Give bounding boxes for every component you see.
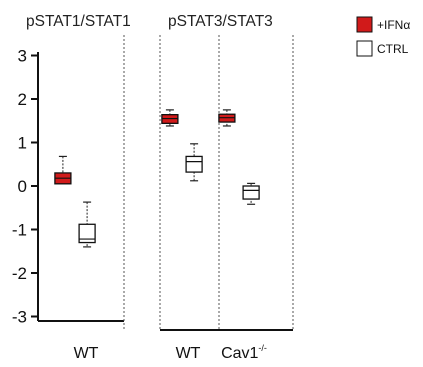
y-tick-label: 1 [18, 134, 27, 153]
box-ctrl [78, 201, 96, 248]
legend-swatch-ifn [356, 16, 373, 33]
y-tick-label: -2 [12, 264, 27, 283]
box-ifn [54, 155, 72, 185]
box-ctrl [242, 182, 260, 205]
legend-label-ifn: +IFNα [377, 18, 410, 32]
box-ifn [218, 109, 236, 127]
y-tick-label: 2 [18, 90, 27, 109]
category-label-wt-pstat3: WT [176, 345, 201, 362]
panel-pstat1: pSTAT1/STAT1 WT [26, 13, 131, 362]
category-label-cav1-superscript: -/- [258, 343, 267, 353]
y-tick-label: -3 [12, 308, 27, 327]
category-label-wt-pstat1: WT [74, 345, 99, 362]
y-tick-label: 3 [18, 47, 27, 66]
box-body [78, 223, 96, 244]
box-body [185, 155, 203, 173]
y-axis: 3 2 1 0 -1 -2 -3 [12, 47, 39, 327]
box-body [242, 185, 260, 200]
panel-pstat3: pSTAT3/STAT3 WT Cav1-/- [159, 13, 294, 362]
legend: +IFNα CTRL [356, 16, 410, 57]
panel-title-pstat1: pSTAT1/STAT1 [26, 13, 131, 30]
box-ctrl [185, 143, 203, 182]
legend-swatch-ctrl [356, 40, 373, 57]
legend-label-ctrl: CTRL [377, 42, 409, 56]
box-ifn [161, 109, 179, 127]
panel-title-pstat3: pSTAT3/STAT3 [168, 13, 273, 30]
category-label-cav1: Cav1-/- [221, 343, 267, 362]
category-label-cav1-base: Cav1 [221, 345, 258, 362]
y-tick-label: 0 [18, 177, 27, 196]
y-tick-label: -1 [12, 221, 27, 240]
